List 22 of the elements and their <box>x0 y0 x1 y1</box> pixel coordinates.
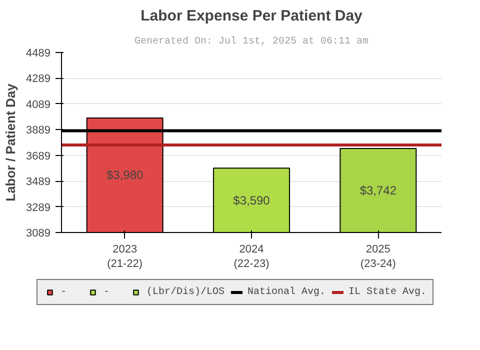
data-label: $3,980 <box>106 168 144 182</box>
y-axis-title: Labor / Patient Day <box>3 82 18 202</box>
legend-label: National Avg. <box>247 286 326 298</box>
data-label: $3,742 <box>360 184 397 198</box>
y-tick-label: 3089 <box>26 228 51 240</box>
y-tick-label: 4289 <box>26 73 51 86</box>
y-tick-label: 4489 <box>26 48 51 60</box>
y-tick-label: 3289 <box>26 202 51 214</box>
legend-label: - <box>103 286 110 298</box>
x-tick-label: 2025 (23-24) <box>360 244 396 270</box>
y-tick-label: 4089 <box>26 98 51 111</box>
chart-title: Labor Expense Per Patient Day <box>140 8 364 24</box>
y-tick-label: 3889 <box>26 124 51 137</box>
y-tick-label: 3489 <box>26 176 51 188</box>
data-label: $3,590 <box>233 193 270 208</box>
x-tick-label: 2024 (22-23) <box>234 244 270 270</box>
y-tick-label: 3689 <box>26 150 51 162</box>
text: Generated On: Jul 1st, 2025 at 06:11 am <box>134 36 369 48</box>
legend-label: (Lbr/Dis)/LOS <box>146 286 224 298</box>
legend-label: - <box>60 286 68 298</box>
legend-label: IL State Avg. <box>348 286 427 298</box>
x-tick-label: 2023 (21-22) <box>107 244 143 270</box>
